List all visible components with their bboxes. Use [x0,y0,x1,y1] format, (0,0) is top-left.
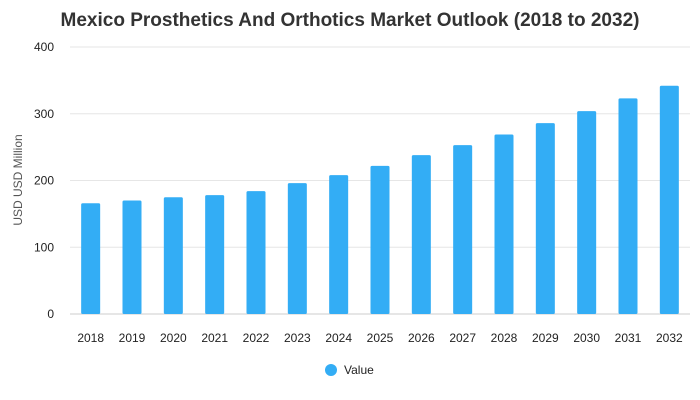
legend-label-value: Value [344,363,374,377]
y-tick-label-0: 0 [47,307,54,321]
y-tick-label-100: 100 [34,240,54,254]
x-tick-label-2032: 2032 [656,331,683,345]
bar-2026[interactable] [411,155,431,314]
bar-2032[interactable] [659,85,679,314]
x-tick-label-2019: 2019 [119,331,146,345]
bar-2027[interactable] [453,145,473,314]
bars [81,85,679,315]
y-axis-ticks: 0 100 200 300 400 [34,40,54,321]
x-tick-label-2031: 2031 [615,331,642,345]
bar-2018[interactable] [81,203,101,314]
bar-2020[interactable] [163,197,183,314]
x-tick-label-2028: 2028 [491,331,518,345]
x-axis-ticks: 2018 2019 2020 2021 2022 2023 2024 2025 2026 2027… [77,331,683,345]
y-tick-label-400: 400 [34,40,54,54]
x-tick-label-2022: 2022 [243,331,270,345]
legend-marker-value [325,364,337,376]
chart-title: Mexico Prosthetics And Orthotics Market … [61,10,640,31]
x-tick-label-2023: 2023 [284,331,311,345]
bar-2023[interactable] [287,183,307,314]
bar-2031[interactable] [618,98,638,315]
x-tick-label-2025: 2025 [367,331,394,345]
bar-2029[interactable] [535,123,555,314]
x-tick-label-2027: 2027 [449,331,476,345]
y-tick-label-300: 300 [34,107,54,121]
legend[interactable]: Value [325,363,374,377]
y-axis-label: USD USD Million [11,134,25,225]
bar-2024[interactable] [329,175,349,314]
bar-2028[interactable] [494,134,514,314]
y-tick-label-200: 200 [34,174,54,188]
x-tick-label-2018: 2018 [77,331,104,345]
x-tick-label-2021: 2021 [201,331,228,345]
bar-2021[interactable] [205,195,225,314]
bar-2022[interactable] [246,191,266,314]
bar-2025[interactable] [370,165,390,314]
x-tick-label-2020: 2020 [160,331,187,345]
x-tick-label-2030: 2030 [573,331,600,345]
x-tick-label-2029: 2029 [532,331,559,345]
x-tick-label-2024: 2024 [325,331,352,345]
bar-2019[interactable] [122,200,142,314]
x-tick-label-2026: 2026 [408,331,435,345]
bar-2030[interactable] [577,111,597,314]
